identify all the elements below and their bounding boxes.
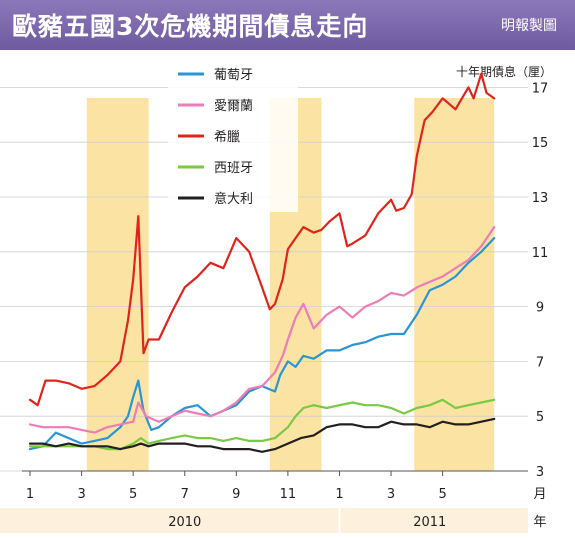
x-tick-label: 3 (77, 487, 85, 502)
series-line (28, 417, 496, 453)
y-tick-label: 3 (536, 465, 544, 480)
y-tick-label: 9 (536, 301, 544, 316)
x-unit-label: 月 (533, 487, 546, 502)
x-tick-label: 1 (26, 487, 34, 502)
year-labels: 2010 2011 (168, 508, 446, 533)
y-axis-ticks: 3 5 7 9 11 13 15 17 (532, 81, 549, 480)
x-tick-label: 11 (280, 487, 297, 502)
year-label: 2010 (168, 515, 201, 530)
crisis-band (414, 98, 495, 471)
x-tick-label: 5 (438, 487, 446, 502)
y-tick-label: 15 (532, 136, 549, 151)
crisis-band (86, 98, 149, 471)
year-strip (0, 508, 528, 533)
y-tick-label: 13 (532, 191, 549, 206)
x-axis-ticks: 1 3 5 7 9 11 1 3 5 (26, 471, 447, 502)
legend-label: 葡萄牙 (214, 68, 253, 83)
series-line (28, 226, 496, 434)
x-tick-label: 9 (232, 487, 240, 502)
series-line (28, 72, 496, 407)
legend-label: 希臘 (214, 130, 240, 145)
credit-label: 明報製圖 (501, 18, 557, 34)
y-tick-label: 11 (532, 246, 549, 261)
y-tick-label: 5 (536, 410, 544, 425)
title-bar: 歐豬五國3次危機期間債息走向 明報製圖 (0, 0, 575, 50)
y-axis-label: 十年期債息（厘） (456, 64, 552, 79)
legend-label: 西班牙 (214, 161, 253, 176)
x-tick-label: 1 (335, 487, 343, 502)
y-tick-label: 17 (532, 81, 549, 96)
series-line (28, 398, 496, 451)
legend-label: 愛爾蘭 (214, 98, 253, 114)
x-tick-label: 3 (387, 487, 395, 502)
series-line (28, 237, 496, 451)
year-label: 2011 (413, 515, 446, 530)
year-unit-label: 年 (533, 515, 546, 530)
y-tick-label: 7 (536, 355, 544, 370)
legend-label: 意大利 (214, 191, 253, 207)
x-tick-label: 7 (181, 487, 189, 502)
series-lines (28, 72, 496, 453)
chart-title: 歐豬五國3次危機期間債息走向 (12, 12, 369, 41)
x-tick-label: 5 (129, 487, 137, 502)
